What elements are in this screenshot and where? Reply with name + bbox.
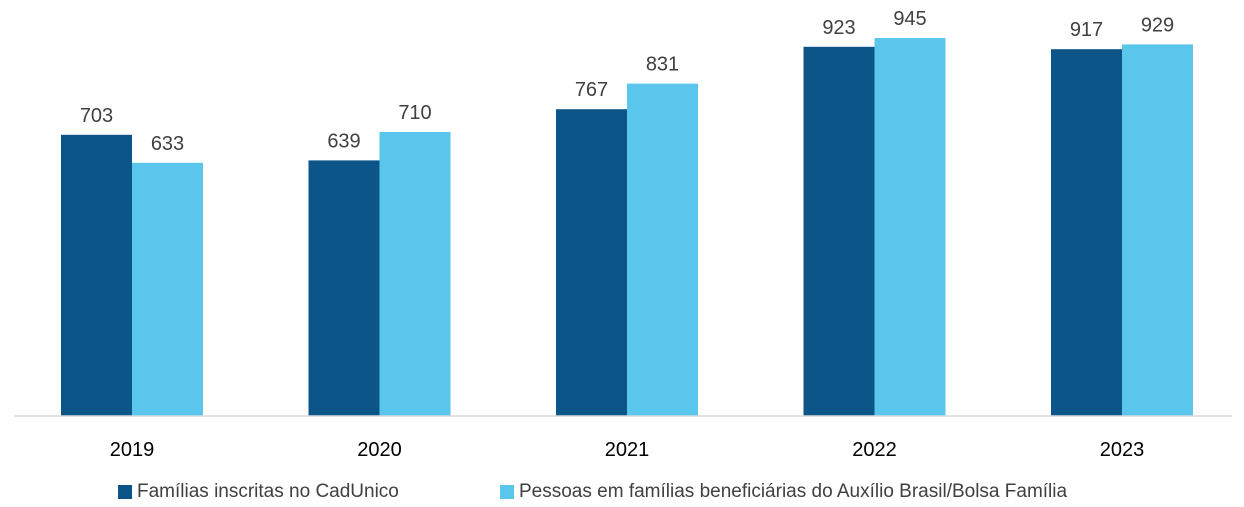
bar-2019-series-0 (61, 134, 132, 417)
bar-2019-series-1 (132, 162, 203, 416)
x-tick-label-2022: 2022 (852, 439, 897, 461)
legend-label-cadunico: Famílias inscritas no CadUnico (137, 481, 399, 502)
bar-2021-series-1 (627, 83, 698, 416)
x-tick-label-2021: 2021 (605, 439, 650, 461)
x-tick-label-2019: 2019 (110, 439, 155, 461)
value-label-2021-series-0: 767 (575, 79, 608, 101)
value-label-2020-series-0: 639 (327, 130, 360, 152)
legend: Famílias inscritas no CadUnico Pessoas e… (0, 480, 1244, 504)
bar-2020-series-0 (308, 160, 380, 416)
value-label-2021-series-1: 831 (646, 54, 679, 76)
x-tick-label-2020: 2020 (357, 439, 402, 461)
legend-swatch-cadunico (118, 485, 132, 499)
bar-2022-series-1 (874, 38, 946, 416)
value-label-2019-series-0: 703 (80, 105, 113, 127)
x-tick-labels: 2019 2020 2021 2022 2023 (110, 439, 1145, 461)
legend-item-cadunico: Famílias inscritas no CadUnico (118, 480, 399, 504)
bar-2022-series-0 (803, 46, 875, 417)
bar-2023-series-1 (1122, 44, 1193, 417)
value-labels-layer: 703 633 639 710 767 831 923 945 917 929 (80, 8, 1174, 155)
x-tick-label-2023: 2023 (1100, 439, 1145, 461)
legend-item-beneficiarias: Pessoas em famílias beneficiárias do Aux… (500, 480, 1067, 504)
bar-2023-series-0 (1051, 49, 1122, 416)
value-label-2022-series-0: 923 (822, 17, 855, 39)
value-label-2019-series-1: 633 (151, 133, 184, 155)
bar-2020-series-1 (379, 132, 451, 416)
legend-label-beneficiarias: Pessoas em famílias beneficiárias do Aux… (519, 481, 1068, 502)
bar-2021-series-0 (556, 109, 627, 416)
value-label-2020-series-1: 710 (398, 102, 431, 124)
value-label-2023-series-0: 917 (1070, 19, 1103, 41)
value-label-2023-series-1: 929 (1141, 14, 1174, 36)
value-label-2022-series-1: 945 (893, 8, 926, 30)
bars-layer (61, 38, 1193, 417)
legend-swatch-beneficiarias (500, 485, 514, 499)
